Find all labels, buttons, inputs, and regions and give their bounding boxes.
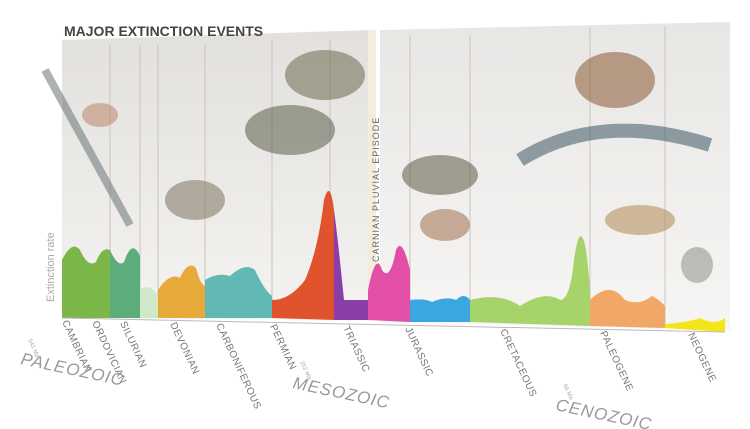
period-label: NEOGENE: [685, 331, 718, 384]
creature-illustrations: [41, 50, 713, 283]
period-label: DEVONIAN: [167, 321, 201, 377]
baseline: [61, 317, 726, 333]
period-label: PERMIAN: [267, 323, 298, 372]
period-label: SILURIAN: [117, 320, 148, 370]
y-axis-label: Extinction rate: [45, 232, 57, 302]
title: MAJOR EXTINCTION EVENTS: [64, 23, 263, 39]
period-label: PALEOGENE: [597, 329, 635, 393]
period-label: JURASSIC: [402, 325, 435, 378]
period-label: CRETACEOUS: [497, 327, 538, 398]
period-label: CARBONIFEROUS: [213, 322, 263, 412]
extinction-curve: [62, 191, 725, 332]
period-label: TRIASSIC: [340, 324, 371, 374]
annotation: CARNIAN PLUVIAL EPISODE: [371, 117, 381, 262]
